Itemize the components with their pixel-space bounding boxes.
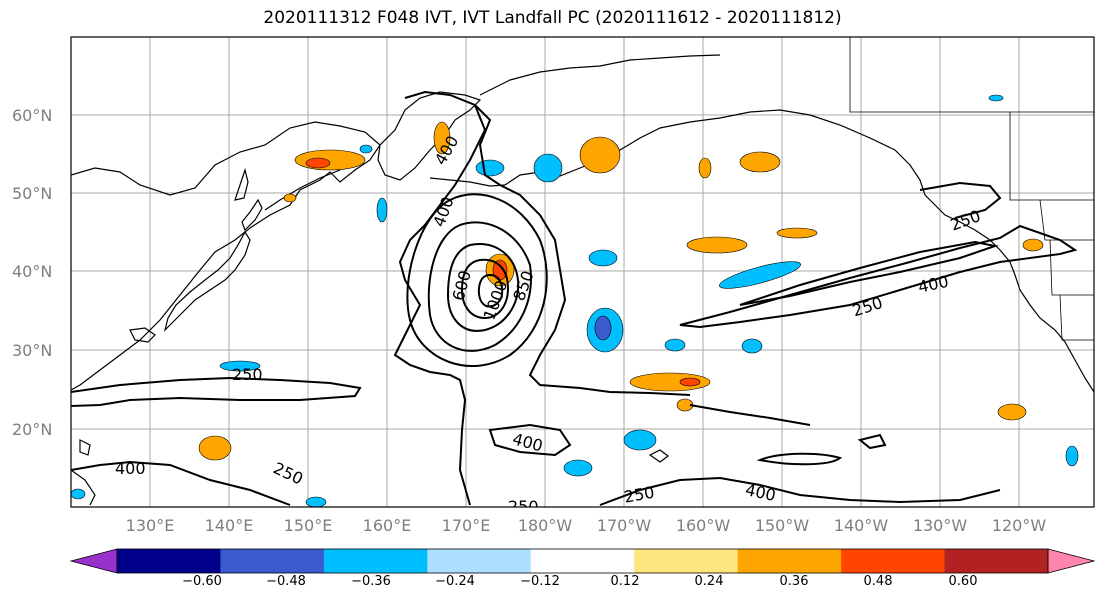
lon-label: 120°W — [992, 516, 1047, 535]
lat-label: 30°N — [12, 341, 52, 360]
lon-label: 170°W — [597, 516, 652, 535]
lon-label: 150°W — [755, 516, 810, 535]
colorbar-segment — [323, 549, 428, 573]
colorbar-tick: −0.24 — [435, 574, 475, 589]
colorbar-segment — [117, 549, 221, 573]
gridlines — [71, 37, 1094, 507]
lon-label: 130°W — [913, 516, 968, 535]
contour-label: 250 — [508, 497, 539, 516]
lon-label: 130°E — [126, 516, 175, 535]
colorbar-segment — [530, 549, 635, 573]
colorbar-tick: 0.60 — [949, 574, 978, 589]
coastlines — [71, 54, 1094, 506]
colorbar-extend-high — [1047, 548, 1096, 574]
colorbar-segment — [427, 549, 532, 573]
colorbar-extend-low — [69, 548, 118, 574]
lon-label: 140°E — [205, 516, 254, 535]
latitude-labels: 60°N 50°N 40°N 30°N 20°N — [12, 106, 52, 439]
lon-label: 140°W — [834, 516, 889, 535]
political-borders — [849, 37, 1094, 341]
colorbar-frame — [116, 548, 1049, 574]
lat-label: 20°N — [12, 420, 52, 439]
colorbar-segment — [841, 549, 946, 573]
colorbar-segment — [634, 549, 739, 573]
colorbar-tick: 0.12 — [611, 574, 640, 589]
lon-label: 150°E — [284, 516, 333, 535]
colorbar-segment — [737, 549, 842, 573]
pc-shading — [71, 94, 1079, 507]
contour-label: 400 — [115, 459, 146, 478]
colorbar-segment — [944, 549, 1049, 573]
lon-label: 160°W — [676, 516, 731, 535]
lat-label: 40°N — [12, 262, 52, 281]
contour-label: 250 — [232, 365, 263, 384]
colorbar-tick-labels: −0.60 −0.48 −0.36 −0.24 −0.12 0.12 0.24 … — [182, 574, 977, 589]
colorbar-tick: −0.60 — [182, 574, 222, 589]
colorbar-tick: −0.36 — [351, 574, 391, 589]
lat-label: 60°N — [12, 106, 52, 125]
longitude-labels: 130°E 140°E 150°E 160°E 170°E 180°W 170°… — [126, 516, 1047, 535]
lon-label: 170°E — [442, 516, 491, 535]
lon-label: 180°W — [518, 516, 573, 535]
colorbar-segment — [220, 549, 325, 573]
colorbar-tick: 0.36 — [780, 574, 809, 589]
map-frame — [70, 36, 1095, 508]
colorbar-tick: 0.24 — [695, 574, 724, 589]
lon-label: 160°E — [363, 516, 412, 535]
colorbar-tick: −0.48 — [266, 574, 306, 589]
colorbar-tick: −0.12 — [520, 574, 560, 589]
colorbar-tick: 0.48 — [864, 574, 893, 589]
colorbar — [69, 548, 1096, 574]
ivt-contours — [71, 90, 1078, 506]
lat-label: 50°N — [12, 184, 52, 203]
figure-title: 2020111312 F048 IVT, IVT Landfall PC (20… — [263, 8, 842, 28]
